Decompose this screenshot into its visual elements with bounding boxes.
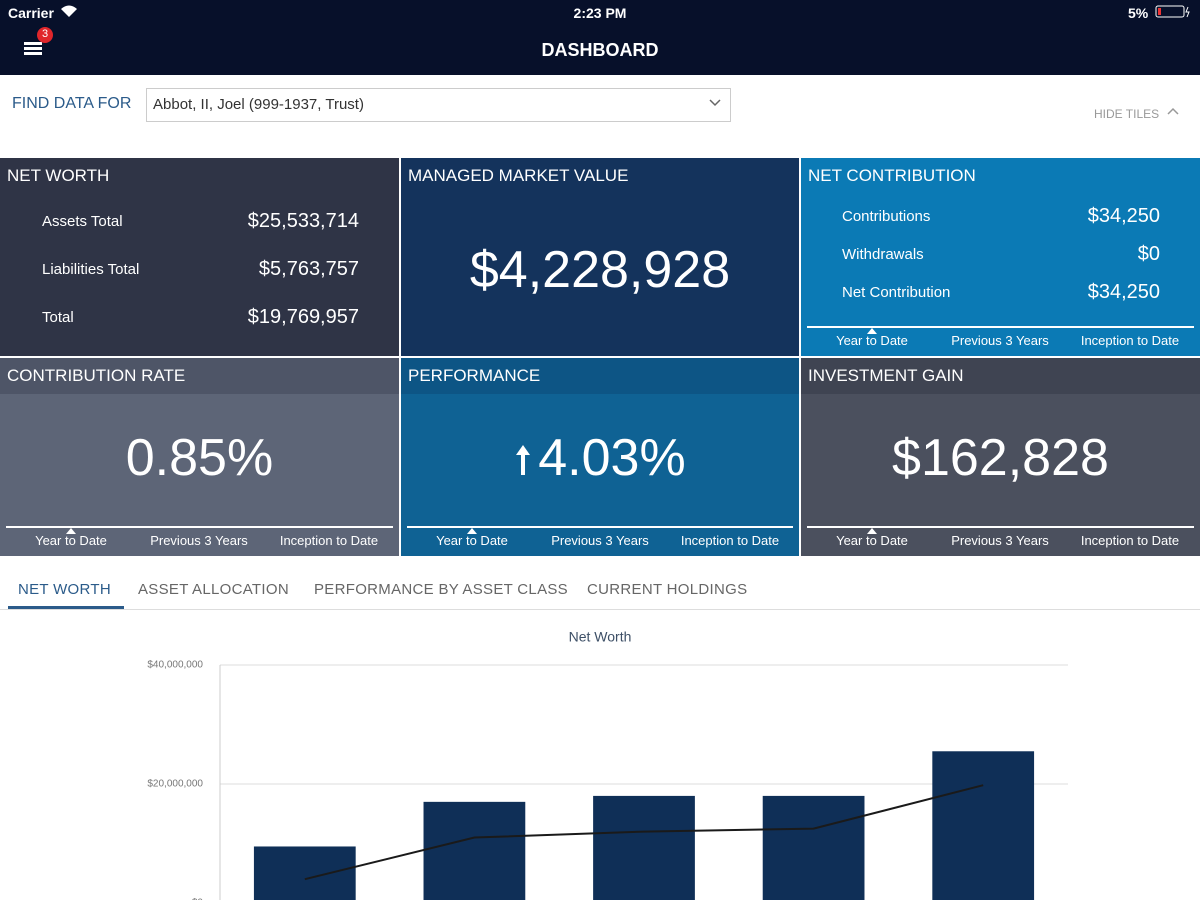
tile-header <box>0 358 399 394</box>
period-line <box>407 526 793 528</box>
tile-title: MANAGED MARKET VALUE <box>408 166 629 185</box>
period-option[interactable]: Year to Date <box>836 533 908 548</box>
chevron-up <box>1167 107 1179 115</box>
battery-icon <box>1155 5 1190 18</box>
menu-button[interactable] <box>22 26 58 58</box>
tile-header <box>401 358 799 394</box>
tile-value: 4.03% <box>538 429 686 487</box>
arrow-up-icon <box>513 443 533 477</box>
line <box>304 784 984 881</box>
tile-title: NET CONTRIBUTION <box>808 166 976 185</box>
period-option[interactable]: Inception to Date <box>1080 333 1180 348</box>
tab[interactable]: PERFORMANCE BY ASSET CLASS <box>314 581 568 598</box>
tab[interactable]: ASSET ALLOCATION <box>138 581 289 598</box>
row-value: $0 <box>1137 243 1160 265</box>
page-title: DASHBOARD <box>541 40 659 60</box>
selected-account: Abbot, II, Joel (999-1937, Trust) <box>153 96 364 113</box>
notification-badge: 3 <box>41 28 49 40</box>
tab-divider <box>0 609 1200 610</box>
period-indicator <box>867 321 877 334</box>
period-indicator <box>66 521 76 534</box>
row-value: $19,769,957 <box>247 306 359 328</box>
row-value: $34,250 <box>1087 205 1160 227</box>
tile-value: $4,228,928 <box>469 241 731 299</box>
row-label: Contributions <box>842 208 931 225</box>
period-option[interactable]: Year to Date <box>35 533 107 548</box>
row-value: $5,763,757 <box>258 258 359 280</box>
row-label: Total <box>42 309 74 326</box>
tab[interactable]: CURRENT HOLDINGS <box>587 581 748 598</box>
row-label: Net Contribution <box>842 284 951 301</box>
tile-title: CONTRIBUTION RATE <box>7 366 186 385</box>
period-option[interactable]: Year to Date <box>836 333 908 348</box>
period-option[interactable]: Previous 3 Years <box>150 533 248 548</box>
period-line <box>807 326 1194 328</box>
battery-level: 5% <box>1128 5 1149 21</box>
row-value: $34,250 <box>1087 281 1160 303</box>
dropdown-arrow <box>709 99 721 107</box>
row-label: Liabilities Total <box>42 261 140 278</box>
top-bar <box>0 0 1200 75</box>
period-option[interactable]: Inception to Date <box>1080 533 1180 548</box>
period-option[interactable]: Inception to Date <box>279 533 379 548</box>
bar <box>423 801 526 900</box>
period-indicator <box>867 521 877 534</box>
chart-title: Net Worth <box>569 629 632 645</box>
period-option[interactable]: Inception to Date <box>680 533 780 548</box>
tile-header <box>801 158 1200 194</box>
wifi-icon <box>61 5 77 17</box>
period-option[interactable]: Previous 3 Years <box>951 333 1049 348</box>
active-tab-underline <box>8 606 124 609</box>
period-indicator <box>467 521 477 534</box>
bar <box>932 751 1035 900</box>
period-option[interactable]: Year to Date <box>436 533 508 548</box>
tile-title: INVESTMENT GAIN <box>808 366 964 385</box>
tile-value: $162,828 <box>892 429 1109 487</box>
y-tick-label: $20,000,000 <box>147 779 203 790</box>
period-line <box>6 526 393 528</box>
filter-label: FIND DATA FOR <box>12 95 132 112</box>
carrier: Carrier <box>8 5 54 21</box>
period-line <box>807 526 1194 528</box>
row-label: Withdrawals <box>842 246 924 263</box>
tab[interactable]: NET WORTH <box>18 581 111 598</box>
clock: 2:23 PM <box>573 5 627 21</box>
period-option[interactable]: Previous 3 Years <box>951 533 1049 548</box>
period-option[interactable]: Previous 3 Years <box>551 533 649 548</box>
account-select[interactable] <box>146 88 731 122</box>
y-tick-label: $0 <box>192 898 204 900</box>
tile-header <box>801 358 1200 394</box>
row-value: $25,533,714 <box>247 210 359 232</box>
bar <box>593 795 695 900</box>
tile-title: PERFORMANCE <box>408 366 541 385</box>
hide-tiles-button[interactable]: HIDE TILES <box>1094 107 1160 121</box>
tile-value: 0.85% <box>125 429 274 487</box>
y-tick-label: $40,000,000 <box>147 660 203 671</box>
bar <box>762 795 865 900</box>
tile-header <box>0 158 399 194</box>
row-label: Assets Total <box>42 213 123 230</box>
tile-header <box>401 158 799 194</box>
tile-title: NET WORTH <box>7 166 110 185</box>
bar <box>253 846 356 900</box>
